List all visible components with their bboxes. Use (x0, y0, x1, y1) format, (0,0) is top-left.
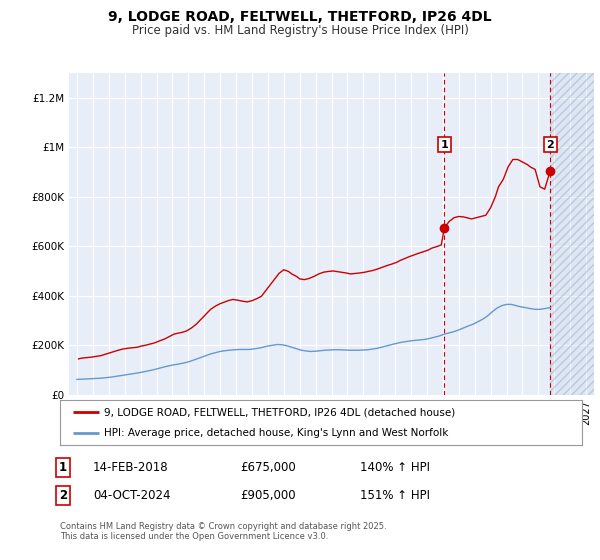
Bar (550, 73, 594, 395)
Text: £675,000: £675,000 (240, 461, 296, 474)
Text: 140% ↑ HPI: 140% ↑ HPI (360, 461, 430, 474)
Bar (550, 73, 594, 395)
Text: 2: 2 (547, 139, 554, 150)
Text: 9, LODGE ROAD, FELTWELL, THETFORD, IP26 4DL (detached house): 9, LODGE ROAD, FELTWELL, THETFORD, IP26 … (104, 408, 455, 418)
Text: £905,000: £905,000 (240, 489, 296, 502)
Text: 151% ↑ HPI: 151% ↑ HPI (360, 489, 430, 502)
Text: 9, LODGE ROAD, FELTWELL, THETFORD, IP26 4DL: 9, LODGE ROAD, FELTWELL, THETFORD, IP26 … (108, 10, 492, 24)
Text: 2: 2 (59, 489, 67, 502)
Text: HPI: Average price, detached house, King's Lynn and West Norfolk: HPI: Average price, detached house, King… (104, 428, 449, 438)
Text: Price paid vs. HM Land Registry's House Price Index (HPI): Price paid vs. HM Land Registry's House … (131, 24, 469, 36)
Text: 1: 1 (59, 461, 67, 474)
Text: 14-FEB-2018: 14-FEB-2018 (93, 461, 169, 474)
Text: Contains HM Land Registry data © Crown copyright and database right 2025.
This d: Contains HM Land Registry data © Crown c… (60, 522, 386, 542)
Text: 1: 1 (440, 139, 448, 150)
Text: 04-OCT-2024: 04-OCT-2024 (93, 489, 170, 502)
